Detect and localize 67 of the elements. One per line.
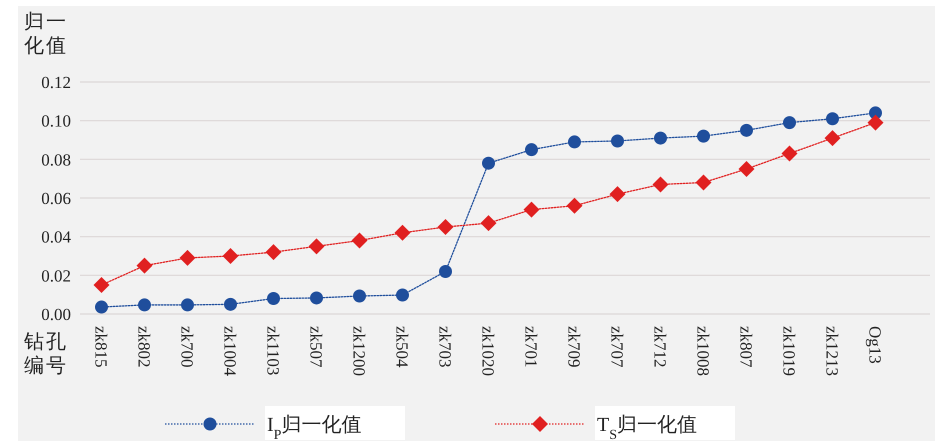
x-tick-label: zk1019: [780, 326, 798, 376]
point: [868, 114, 884, 131]
point: [480, 215, 496, 232]
point: [95, 300, 108, 314]
point: [266, 244, 282, 260]
x-tick-label: zk807: [736, 326, 756, 368]
point: [394, 224, 410, 241]
point: [222, 248, 238, 264]
x-axis-title: 钻孔编号: [23, 331, 68, 377]
point: [696, 174, 712, 191]
x-tick-label: zk815: [92, 326, 110, 368]
x-tick-label: zk504: [392, 326, 412, 368]
point: [482, 156, 495, 170]
point: [697, 130, 710, 143]
x-tick-label: zk1020: [478, 326, 498, 376]
x-tick-label: zk1103: [264, 326, 282, 376]
point: [611, 134, 624, 148]
point: [824, 130, 840, 146]
point: [654, 132, 667, 145]
point: [310, 291, 323, 304]
point: [738, 161, 754, 177]
point: [438, 219, 454, 235]
point: [566, 198, 582, 214]
x-tick-label: zk700: [178, 326, 196, 368]
point: [740, 124, 753, 137]
point: [138, 298, 151, 312]
point: [353, 290, 366, 303]
x-tick-label: zk707: [608, 326, 626, 368]
y-axis-title: 归一化值: [24, 11, 68, 57]
point: [136, 258, 152, 274]
y-tick-label: 0.00: [41, 305, 71, 324]
y-tick-label: 0.08: [41, 150, 71, 170]
y-tick-label: 0.02: [41, 266, 71, 286]
point: [782, 146, 798, 162]
point: [308, 238, 324, 254]
x-tick-label: zk1008: [694, 326, 712, 376]
point: [525, 143, 538, 156]
x-tick-label: zk1200: [350, 326, 368, 376]
point: [652, 176, 668, 192]
legend-label: I$_{P}$归一化值: [267, 414, 362, 442]
point: [181, 298, 194, 312]
x-tick-label: zk507: [306, 326, 326, 368]
y-tick-label: 0.06: [41, 189, 71, 208]
x-tick-label: zk1213: [822, 326, 842, 376]
x-tick-label: zk1004: [220, 326, 240, 377]
point: [352, 232, 368, 249]
legend-label: T$_{S}$归一化值: [597, 414, 698, 442]
x-tick-label: Og13: [866, 326, 884, 364]
x-tick-label: zk712: [650, 326, 670, 368]
point: [826, 112, 839, 126]
point: [224, 298, 237, 311]
y-tick-label: 0.04: [41, 228, 72, 247]
x-tick-label: zk701: [522, 326, 540, 368]
y-tick-label: 0.10: [41, 112, 71, 131]
point: [783, 116, 796, 130]
point: [94, 277, 110, 293]
x-tick-label: zk703: [436, 326, 454, 368]
y-tick-label: 0.12: [41, 73, 71, 92]
point: [396, 288, 409, 302]
x-tick-label: zk709: [564, 326, 584, 368]
point: [568, 135, 581, 148]
x-tick-label: zk802: [134, 326, 154, 368]
point: [610, 186, 626, 202]
point: [267, 292, 280, 306]
point: [180, 250, 196, 266]
point: [439, 264, 452, 278]
point: [524, 202, 540, 218]
